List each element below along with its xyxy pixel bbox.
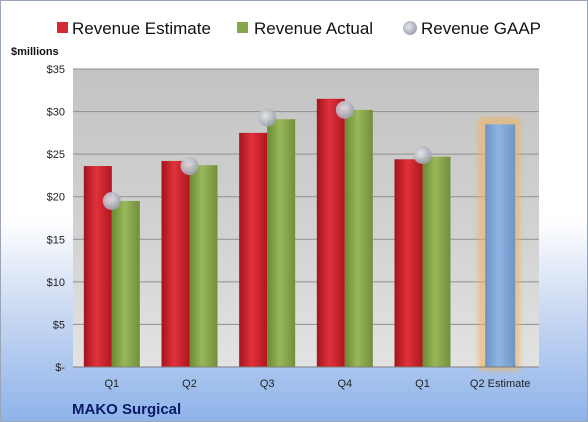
gaap-marker bbox=[180, 157, 199, 176]
legend-swatch-estimate bbox=[57, 22, 68, 33]
bar-revenue-estimate bbox=[239, 132, 268, 367]
x-tick-label: Q1 bbox=[104, 378, 119, 390]
y-tick-label: $20 bbox=[47, 192, 65, 204]
y-axis-ticks: $- $5 $10 $15 $20 $25 $30 $35 bbox=[47, 64, 66, 374]
x-tick-label: Q3 bbox=[260, 378, 275, 390]
x-tick-label: Q2 Estimate bbox=[470, 378, 531, 390]
bar-revenue-actual bbox=[111, 200, 140, 367]
y-tick-label: $15 bbox=[47, 234, 65, 246]
bars bbox=[83, 98, 520, 371]
legend-label-actual: Revenue Actual bbox=[254, 19, 373, 38]
y-tick-label: $30 bbox=[47, 107, 65, 119]
y-axis-label: $millions bbox=[11, 46, 59, 58]
bar-revenue-estimate bbox=[161, 160, 190, 367]
legend-swatch-actual bbox=[237, 22, 248, 33]
gaap-marker bbox=[102, 191, 121, 210]
legend-label-gaap: Revenue GAAP bbox=[421, 19, 541, 38]
x-tick-label: Q2 bbox=[182, 378, 197, 390]
gaap-marker bbox=[258, 108, 277, 127]
bar-revenue-estimate bbox=[394, 159, 423, 367]
y-tick-label: $35 bbox=[47, 64, 65, 76]
legend: Revenue Estimate Revenue Actual Revenue … bbox=[57, 19, 541, 38]
gaap-marker bbox=[335, 100, 354, 119]
legend-marker-gaap bbox=[403, 21, 417, 35]
bar-revenue-actual bbox=[189, 165, 218, 367]
gaap-marker bbox=[413, 145, 432, 164]
y-tick-label: $25 bbox=[47, 149, 65, 161]
bar-revenue-estimate bbox=[316, 98, 345, 368]
x-tick-label: Q4 bbox=[337, 378, 352, 390]
gridlines bbox=[73, 68, 539, 325]
y-tick-label: $10 bbox=[47, 277, 65, 289]
y-tick-label: $- bbox=[55, 362, 65, 374]
bar-revenue-q2-estimate bbox=[485, 124, 516, 367]
y-tick-label: $5 bbox=[53, 319, 65, 331]
x-tick-label: Q1 bbox=[415, 378, 430, 390]
bar-revenue-actual bbox=[422, 156, 451, 367]
company-caption: MAKO Surgical bbox=[72, 401, 181, 418]
bar-revenue-actual bbox=[344, 109, 373, 368]
plot-area bbox=[73, 69, 539, 367]
legend-label-estimate: Revenue Estimate bbox=[72, 19, 211, 38]
bar-revenue-actual bbox=[267, 119, 296, 367]
x-axis-ticks: Q1 Q2 Q3 Q4 Q1 Q2 Estimate bbox=[104, 378, 530, 390]
gaap-markers bbox=[102, 100, 432, 210]
